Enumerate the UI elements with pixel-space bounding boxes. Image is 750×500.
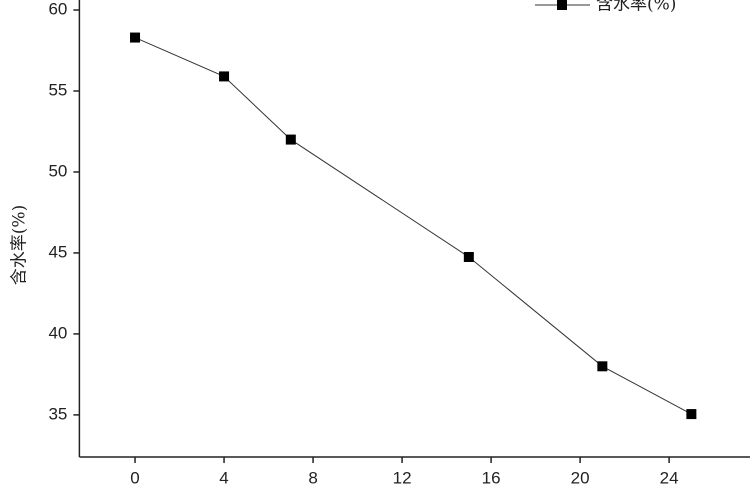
marker bbox=[285, 134, 296, 145]
x-tick-label: 4 bbox=[219, 468, 228, 487]
marker bbox=[463, 251, 474, 262]
legend-marker bbox=[557, 0, 567, 10]
y-tick-label: 60 bbox=[48, 0, 67, 19]
y-tick-label: 40 bbox=[48, 323, 67, 342]
x-tick-label: 24 bbox=[660, 468, 679, 487]
y-tick-label: 55 bbox=[48, 80, 67, 99]
x-tick-label: 8 bbox=[308, 468, 317, 487]
line bbox=[134, 37, 692, 415]
y-tick-label: 35 bbox=[48, 404, 67, 423]
x-tick-label: 12 bbox=[393, 468, 412, 487]
x-tick-label: 16 bbox=[482, 468, 501, 487]
marker bbox=[219, 71, 230, 82]
y-tick-label: 50 bbox=[48, 161, 67, 180]
x-tick-label: 0 bbox=[130, 468, 139, 487]
y-axis-title: 含水率(%) bbox=[10, 205, 30, 285]
y-tick-label: 45 bbox=[48, 242, 67, 261]
marker bbox=[130, 32, 141, 43]
legend-label: 含水率(%) bbox=[596, 0, 676, 15]
marker bbox=[686, 409, 697, 420]
marker bbox=[597, 361, 608, 372]
x-tick-label: 20 bbox=[571, 468, 590, 487]
